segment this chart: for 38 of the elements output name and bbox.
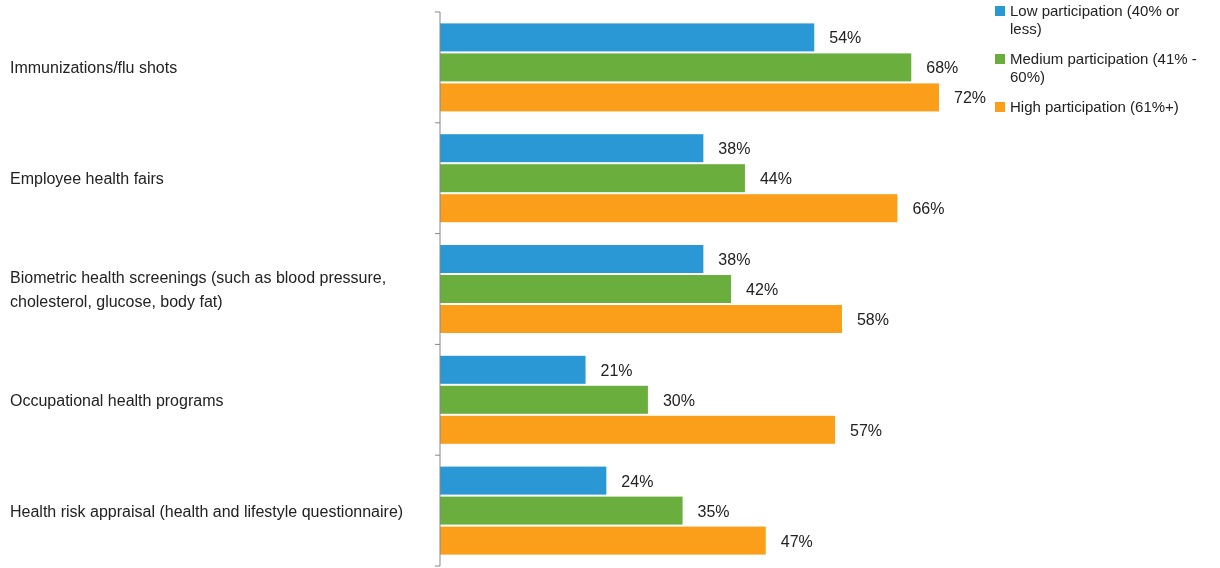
bar <box>440 194 898 223</box>
y-tick-label: Biometric health screenings (such as blood pressure, cholesterol, glucose, body fat) <box>10 269 387 310</box>
y-tick-label: Immunizations/flu shots <box>10 59 178 77</box>
data-label: 35% <box>697 502 730 520</box>
bar <box>440 466 607 495</box>
legend-label: Medium participation (41% - 60%) <box>1010 50 1197 85</box>
data-label: 44% <box>759 170 792 188</box>
data-label: 68% <box>926 59 959 77</box>
legend-label: High participation (61%+) <box>1010 98 1179 115</box>
legend-label: Low participation (40% or less) <box>1010 2 1180 37</box>
data-label: 24% <box>621 472 654 490</box>
bar <box>440 134 704 163</box>
y-tick-label: Employee health fairs <box>10 170 164 188</box>
bar <box>440 275 732 303</box>
data-label: 47% <box>780 532 813 550</box>
data-label: 58% <box>856 311 889 328</box>
data-label: 57% <box>850 421 883 439</box>
data-label: 21% <box>600 361 633 379</box>
bar <box>440 496 683 525</box>
data-label: 42% <box>746 281 779 298</box>
data-label: 30% <box>662 391 695 409</box>
data-label: 38% <box>718 251 751 268</box>
bar <box>440 23 815 52</box>
bar <box>440 355 586 384</box>
bar <box>440 53 912 82</box>
bar <box>440 245 704 273</box>
y-tick-label: Occupational health programs <box>10 391 224 409</box>
bar <box>440 385 648 414</box>
y-tick-label: Health risk appraisal (health and lifestyle questionnaire) <box>10 502 404 520</box>
data-label: 38% <box>718 140 751 158</box>
bar <box>440 305 842 333</box>
bar <box>440 415 836 444</box>
data-label: 72% <box>954 89 987 107</box>
bar <box>440 526 766 555</box>
bar <box>440 83 939 112</box>
data-label: 66% <box>912 200 945 218</box>
bar <box>440 164 745 193</box>
data-label: 54% <box>829 29 862 47</box>
